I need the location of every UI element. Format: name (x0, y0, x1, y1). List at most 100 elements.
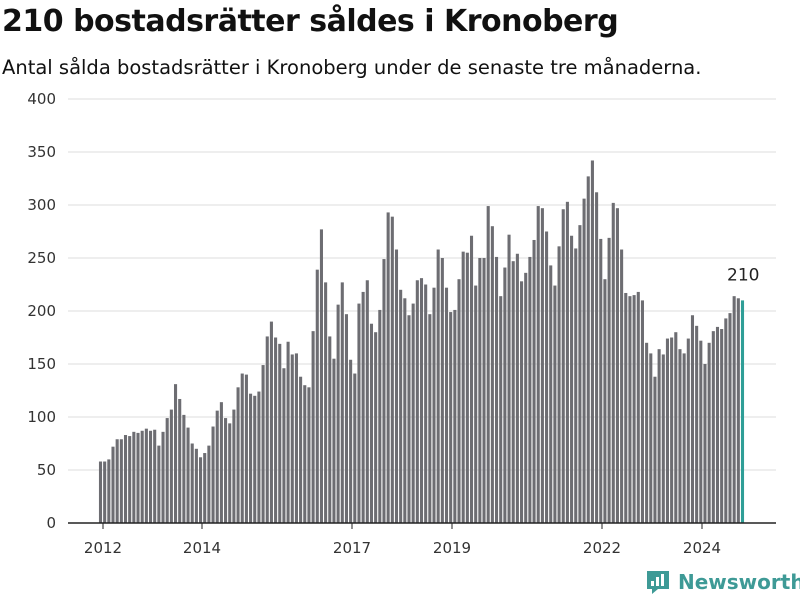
bar (432, 287, 436, 523)
bar (315, 269, 319, 523)
bar (215, 410, 219, 523)
bar (528, 256, 532, 523)
bars (98, 160, 745, 524)
bar (720, 329, 724, 523)
bar (632, 295, 636, 523)
bar (274, 337, 278, 523)
bar (194, 448, 198, 523)
bar (707, 342, 711, 523)
chart-subtitle: Antal sålda bostadsrätter i Kronoberg un… (2, 56, 702, 79)
bar (657, 349, 661, 523)
bar (98, 461, 103, 523)
bar (703, 364, 707, 523)
x-tick-label: 2019 (433, 539, 471, 557)
y-tick-label: 350 (27, 143, 56, 161)
y-tick-label: 0 (46, 514, 56, 532)
y-tick-label: 400 (27, 90, 56, 108)
bar (123, 435, 128, 523)
bar (453, 309, 457, 523)
bar (524, 272, 528, 523)
bar (715, 326, 720, 523)
bar (353, 373, 357, 523)
bar (286, 341, 290, 523)
bar (244, 374, 248, 523)
bar (557, 246, 561, 523)
chart-title: 210 bostadsrätter såldes i Kronoberg (2, 4, 619, 39)
bar (282, 368, 286, 523)
x-tick-label: 2014 (183, 539, 221, 557)
bar (349, 359, 353, 523)
bar (219, 402, 223, 523)
bar (728, 313, 732, 523)
bar (128, 436, 132, 523)
bar (653, 376, 657, 523)
y-tick-label: 150 (27, 355, 56, 373)
bar (611, 202, 615, 523)
bar (499, 296, 503, 523)
bar (511, 261, 515, 523)
bar (119, 439, 123, 523)
bar (457, 279, 461, 523)
bar (640, 300, 644, 523)
bar (132, 431, 136, 523)
y-tick-label: 100 (27, 408, 56, 426)
bar (182, 414, 186, 523)
bar (278, 343, 282, 523)
bar (607, 237, 611, 524)
bar (578, 225, 582, 523)
bar (490, 226, 494, 523)
bar (670, 337, 674, 523)
bar (165, 418, 169, 523)
bar (228, 423, 232, 523)
bar (232, 409, 236, 523)
bar (595, 192, 599, 523)
bar (532, 239, 536, 524)
bar (424, 284, 428, 523)
bar (307, 387, 311, 523)
bar (736, 298, 740, 523)
bar (428, 314, 432, 523)
bar (415, 280, 419, 523)
bar (148, 430, 153, 523)
bar (365, 280, 369, 523)
bar (261, 365, 265, 523)
bar (545, 231, 549, 523)
bar (374, 332, 378, 523)
bar (207, 445, 211, 523)
bar (536, 206, 540, 523)
bar (665, 338, 670, 523)
bar (107, 459, 111, 523)
bar (253, 395, 257, 523)
annotations: 210 (727, 265, 759, 285)
bar (115, 439, 119, 523)
bar (624, 292, 628, 523)
bar (303, 385, 307, 523)
bar (465, 252, 469, 523)
bar (178, 398, 182, 523)
y-tick-label: 200 (27, 302, 56, 320)
bar (690, 315, 695, 523)
bar (390, 216, 394, 523)
bar (486, 206, 490, 523)
bar (503, 267, 507, 523)
bar (628, 296, 632, 523)
bar (328, 336, 332, 523)
bar (515, 253, 519, 523)
bar (449, 312, 453, 523)
bar (661, 354, 665, 523)
bar (407, 315, 411, 523)
bar (615, 208, 619, 523)
bar (269, 321, 273, 523)
bar (699, 340, 703, 523)
bar (444, 287, 449, 523)
x-tick-label: 2024 (683, 539, 721, 557)
bar (419, 278, 424, 523)
y-tick-label: 50 (37, 461, 56, 479)
bar (190, 443, 194, 523)
bar (290, 354, 294, 523)
bar (161, 431, 165, 523)
bar (599, 238, 603, 524)
bar (482, 258, 486, 523)
bar (203, 453, 207, 523)
highlight-value-label: 210 (727, 265, 759, 285)
